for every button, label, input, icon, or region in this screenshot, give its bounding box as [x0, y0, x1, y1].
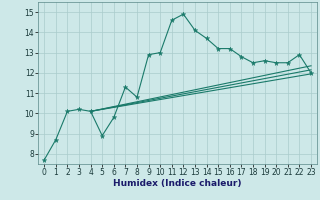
X-axis label: Humidex (Indice chaleur): Humidex (Indice chaleur): [113, 179, 242, 188]
